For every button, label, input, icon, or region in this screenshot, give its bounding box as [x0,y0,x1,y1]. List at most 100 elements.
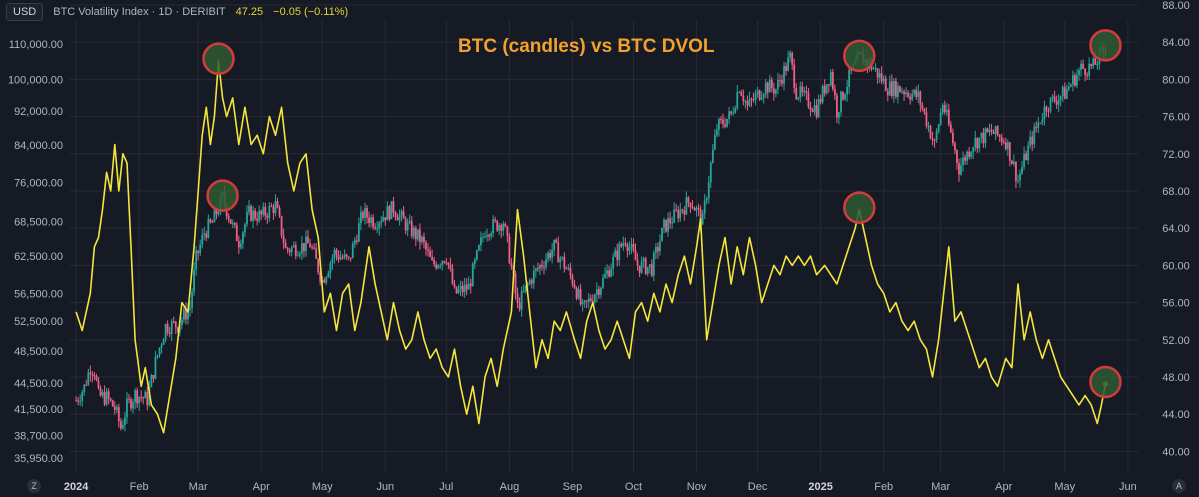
btc-candle [443,260,446,264]
candle-body [313,247,316,249]
btc-candle [174,320,177,334]
candle-body [1000,137,1003,142]
zoom-reset-button[interactable]: Z [27,479,41,493]
candle-body [93,375,96,377]
candle-body [687,197,690,203]
right-axis-tick: 84.00 [1162,37,1190,49]
candle-body [905,92,907,95]
btc-candle [913,88,916,97]
left-price-axis[interactable]: 110,000.00 100,000.00 92,000.00 84,000.00 76… [8,39,63,465]
candle-body [457,289,460,293]
btc-candle [1000,133,1003,146]
btc-candle [829,69,832,87]
candle-body [988,129,991,132]
candle-body [994,126,997,134]
candle-body [958,162,960,175]
btc-candle [982,127,985,148]
candle-body [441,261,444,266]
candle-body [840,91,842,113]
btc-candle [89,365,92,382]
btc-candle [675,203,678,212]
btc-candle [303,243,305,258]
candle-body [992,132,995,134]
highlight-circle [206,179,239,212]
left-axis-tick: 84,000.00 [14,140,63,152]
btc-candle [842,91,844,101]
candle-body [392,201,395,213]
btc-candle [848,64,851,94]
candle-body [233,222,236,225]
btc-candle [242,230,244,249]
candle-body [408,221,411,223]
candle-body [347,256,350,258]
btc-candle [150,373,153,388]
currency-button[interactable]: USD [6,3,44,21]
candle-body [532,271,535,284]
btc-candle [268,201,271,222]
candle-body [612,256,615,269]
btc-candle [494,216,497,223]
candle-body [976,138,979,149]
btc-candle [903,89,905,101]
btc-candle [890,74,893,99]
btc-candle [978,137,981,153]
btc-candle [406,218,409,237]
right-dvol-axis[interactable]: 88.00 84.00 80.00 76.00 72.00 68.00 64.00 60.00… [1138,0,1199,497]
left-axis-tick: 56,500.00 [14,289,63,301]
candle-body [750,98,753,100]
btc-candle [404,216,407,235]
candle-body [467,283,470,290]
candle-body [75,400,78,402]
candle-body [360,212,362,224]
candle-body [1035,126,1038,128]
auto-scale-button[interactable]: A [1172,479,1186,493]
candle-body [600,287,602,295]
highlight-circle [1089,29,1122,62]
btc-candle [665,219,667,233]
candle-body [652,252,655,276]
btc-candle [1041,113,1044,126]
btc-candle [307,229,309,244]
candle-body [899,86,901,93]
time-axis-tick: Aug [500,481,520,493]
btc-candle [1055,95,1058,109]
btc-candle [380,215,383,228]
btc-candle [677,205,680,223]
candle-body [789,52,792,58]
candle-body [779,79,781,81]
right-axis-tick: 48.00 [1162,372,1190,384]
left-axis-tick: 92,000.00 [14,106,63,118]
btc-candle [687,196,690,208]
candle-body [368,217,370,223]
btc-candle [229,218,232,225]
candle-body [380,221,383,223]
candle-body [801,86,804,93]
btc-candle [813,98,816,116]
candle-body [557,242,560,263]
candle-body [353,240,356,244]
btc-candle [156,354,159,360]
btc-candle [1004,137,1007,151]
candle-body [695,207,698,211]
btc-candle [1021,160,1023,175]
candle-body [510,263,513,267]
time-axis-tick: Oct [625,481,642,493]
time-axis[interactable]: 2024 Feb Mar Apr May Jun Jul Aug Sep Oct Nov Dec 202… [64,481,1137,493]
candle-body [229,219,232,224]
btc-candle [817,94,820,119]
candle-body [140,396,143,398]
series-name: BTC Volatility Index · 1D · DERIBIT [53,6,226,18]
candle-body [772,88,775,94]
candle-body [504,223,507,227]
btc-candle [360,206,362,231]
candle-body [97,380,100,388]
btc-candle [610,263,613,278]
candle-body [95,375,98,381]
btc-candle [126,391,128,424]
btc-candle [1025,150,1028,161]
candle-body [567,267,570,269]
btc-candle [301,235,303,261]
candle-body [144,391,147,399]
btc-candle [795,83,798,100]
